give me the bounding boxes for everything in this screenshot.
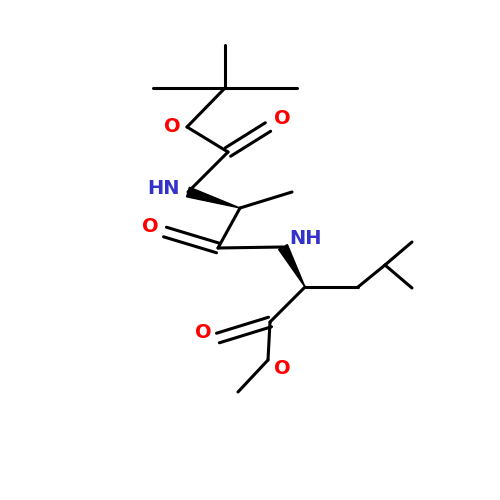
Text: O: O	[196, 324, 212, 342]
Text: O: O	[164, 118, 181, 137]
Polygon shape	[186, 187, 240, 208]
Text: HN: HN	[148, 178, 180, 198]
Text: O: O	[274, 110, 290, 128]
Text: O: O	[274, 358, 290, 378]
Polygon shape	[278, 244, 305, 287]
Text: NH: NH	[289, 230, 322, 248]
Text: O: O	[142, 218, 159, 236]
